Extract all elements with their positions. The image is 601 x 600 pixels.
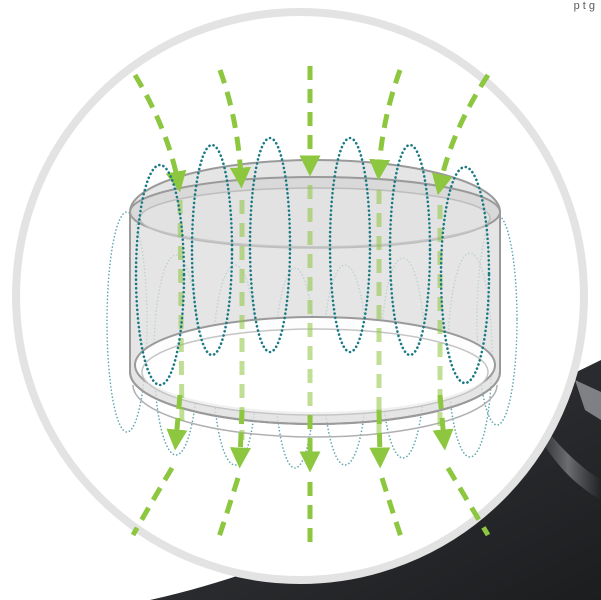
field-line-tail-4 <box>379 477 405 541</box>
field-line-top-1 <box>132 73 187 193</box>
field-line-bottom-2 <box>229 409 251 469</box>
corner-caption-fragment: p t g <box>573 0 595 12</box>
field-line-bottom-5 <box>432 394 454 451</box>
front-loop <box>328 136 372 354</box>
field-line-top-4 <box>369 69 403 181</box>
front-loop <box>134 163 186 387</box>
front-loop <box>439 165 491 385</box>
ring-cylinder <box>129 159 501 438</box>
front-loop <box>248 136 292 354</box>
front-loop <box>388 143 432 357</box>
front-loop <box>190 143 234 357</box>
magnetic-field-lines <box>130 66 491 545</box>
field-line-tail-2 <box>215 477 241 541</box>
field-line-tail-1 <box>130 466 175 537</box>
field-line-top-2 <box>217 69 251 189</box>
field-line-bottom-4 <box>369 409 391 469</box>
front-current-loops <box>134 136 491 387</box>
field-line-bottom-1 <box>166 394 188 451</box>
field-line-tail-5 <box>445 466 491 537</box>
